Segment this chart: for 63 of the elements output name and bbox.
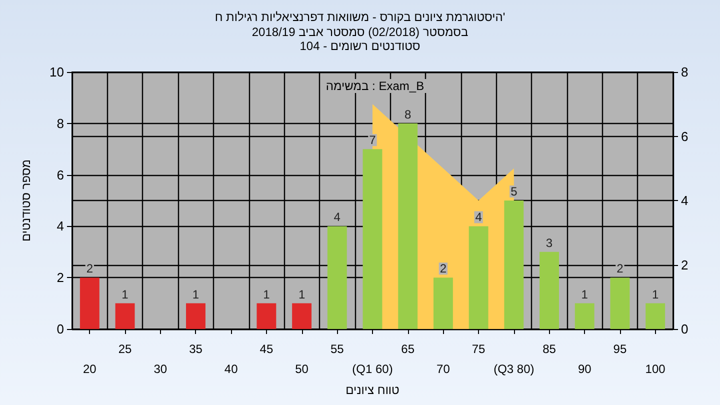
data-label: 2 xyxy=(616,262,624,276)
x-tick-label: 65 xyxy=(401,342,415,356)
data-label: 1 xyxy=(652,287,659,302)
annotation: במשימה : Exam_B xyxy=(326,79,424,93)
bar xyxy=(468,226,488,329)
x-tick-label: 75 xyxy=(472,342,486,356)
x-tick-label: 25 xyxy=(118,342,132,356)
bar xyxy=(327,226,347,329)
data-label: 7 xyxy=(369,133,376,148)
data-label: 4 xyxy=(334,210,341,224)
data-label: 1 xyxy=(122,287,129,302)
data-label: 2 xyxy=(440,262,447,276)
bar xyxy=(574,303,594,329)
bar xyxy=(292,303,312,329)
x-axis-title: טווח ציונים xyxy=(346,382,400,397)
y2-tick-label: 2 xyxy=(681,257,688,272)
x-tick-label: 50 xyxy=(295,362,309,376)
x-tick-label: 45 xyxy=(260,342,274,356)
bar xyxy=(80,278,100,329)
bar xyxy=(186,303,206,329)
bar xyxy=(398,123,418,329)
x-tick-label: 95 xyxy=(613,342,627,356)
x-tick-label: 20 xyxy=(82,362,97,376)
y-tick-label: 8 xyxy=(56,116,64,131)
y-tick-label: 4 xyxy=(56,218,64,234)
bar xyxy=(610,278,630,329)
x-tick-label: 85 xyxy=(542,342,556,356)
x-tick-label: 35 xyxy=(189,342,203,356)
x-tick-label: 40 xyxy=(224,362,238,376)
y-axis-title: מספר סטודנטים xyxy=(19,159,33,242)
x-tick-label: 70 xyxy=(436,362,450,376)
y2-tick-label: 8 xyxy=(681,64,688,80)
data-label: 5 xyxy=(510,184,518,198)
y-tick-label: 0 xyxy=(56,322,64,336)
bar xyxy=(540,252,559,329)
bar xyxy=(115,303,135,329)
bar xyxy=(362,149,382,329)
bar xyxy=(433,278,453,329)
data-label: 4 xyxy=(475,210,482,224)
x-tick-label: (Q1 60) xyxy=(352,362,393,376)
x-tick-label: 100 xyxy=(645,362,666,376)
data-label: 1 xyxy=(192,287,200,302)
x-tick-label: (Q3 80) xyxy=(494,362,534,376)
bar xyxy=(256,303,276,329)
data-label: 2 xyxy=(86,262,94,276)
data-label: 8 xyxy=(404,107,412,122)
y-tick-label: 10 xyxy=(50,64,64,80)
data-label: 1 xyxy=(298,287,306,302)
y-tick-label: 6 xyxy=(56,167,64,182)
bar xyxy=(646,303,666,329)
data-label: 1 xyxy=(581,287,588,302)
x-tick-label: 30 xyxy=(154,362,168,376)
data-label: 3 xyxy=(546,236,553,250)
chart-title: היסטוגרמת ציונים בקורס - משוואות דפרנציאליות רגילות ח' xyxy=(214,10,506,24)
bar xyxy=(504,200,524,329)
y-tick-label: 2 xyxy=(56,270,64,286)
y2-tick-label: 6 xyxy=(681,128,688,144)
y2-tick-label: 4 xyxy=(681,193,688,208)
y2-tick-label: 0 xyxy=(681,322,688,336)
x-tick-label: 90 xyxy=(578,362,592,376)
data-label: 1 xyxy=(263,287,270,302)
x-tick-label: 55 xyxy=(330,342,344,356)
chart-subtitle: בסמסטר (02/2018) סמסטר אביב 2018/19 סטודנטים רשומים - 104 xyxy=(252,25,468,53)
